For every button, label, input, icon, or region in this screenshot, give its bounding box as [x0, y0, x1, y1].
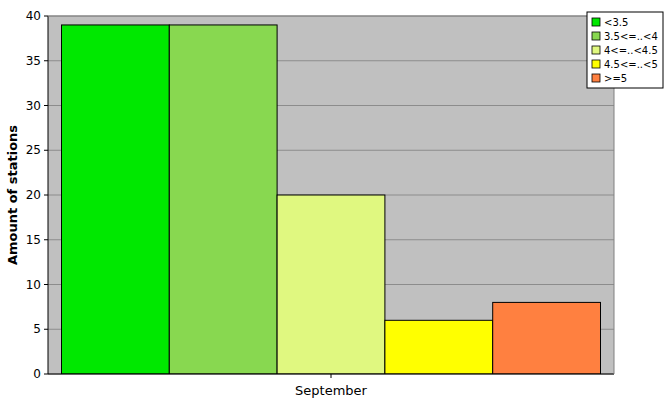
tick-label: 30	[26, 99, 41, 113]
plot-frame	[48, 16, 614, 17]
tick-mark	[44, 105, 48, 106]
bar	[385, 320, 493, 374]
legend-swatch	[592, 46, 600, 54]
legend-label: 3.5<=..<4	[604, 31, 658, 42]
bar	[493, 302, 601, 374]
tick-label: 20	[26, 188, 41, 202]
legend: <3.5 3.5<=..<4 4<=..<4.5 4.5<=..<5 >=5	[587, 12, 663, 88]
legend-label: >=5	[604, 73, 627, 84]
legend-swatch	[592, 32, 600, 40]
legend-swatch	[592, 18, 600, 26]
y-axis	[48, 16, 49, 374]
tick-label: 5	[33, 322, 41, 336]
tick-mark	[44, 60, 48, 61]
bar	[169, 25, 277, 374]
plot-background	[48, 16, 614, 374]
legend-box	[587, 12, 663, 88]
tick-label: 25	[26, 143, 41, 157]
tick-label: 0	[33, 367, 41, 381]
y-axis-label: Amount of stations	[5, 125, 20, 265]
bars	[62, 25, 601, 374]
legend-label: <3.5	[604, 17, 628, 28]
tick-mark	[44, 195, 48, 196]
tick-label: 35	[26, 54, 41, 68]
category-tick	[331, 374, 332, 378]
grid-line	[48, 16, 614, 17]
tick-mark	[44, 329, 48, 330]
legend-swatch	[592, 60, 600, 68]
legend-swatch	[592, 74, 600, 82]
tick-mark	[44, 284, 48, 285]
tick-mark	[44, 374, 48, 375]
chart: 0 5 10 15 20 25 30 35 40 September Amount of stati…	[0, 0, 667, 415]
tick-label: 10	[26, 278, 41, 292]
bar	[277, 195, 385, 374]
legend-label: 4.5<=..<5	[604, 59, 658, 70]
legend-label: 4<=..<4.5	[604, 45, 658, 56]
category-label: September	[295, 383, 368, 398]
tick-mark	[44, 16, 48, 17]
tick-label: 40	[26, 9, 41, 23]
tick-mark	[44, 239, 48, 240]
bar	[62, 25, 170, 374]
chart-container: 0 5 10 15 20 25 30 35 40 September Amount of stati…	[0, 0, 667, 415]
tick-label: 15	[26, 233, 41, 247]
tick-mark	[44, 150, 48, 151]
